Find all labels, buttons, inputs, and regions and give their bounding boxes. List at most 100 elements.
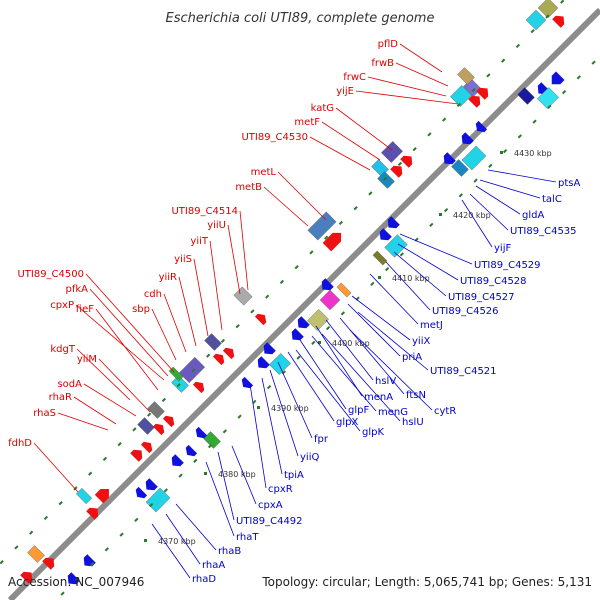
reverse-gene-label[interactable]: metJ [420, 320, 443, 331]
reverse-gene-arrow [475, 120, 488, 133]
reverse-gene-label[interactable]: glpF [348, 405, 369, 416]
leader-line [321, 333, 401, 422]
leader-line [165, 513, 201, 565]
forward-gene-label[interactable]: pflD [378, 39, 399, 50]
position-tick [250, 309, 255, 314]
forward-gene-label[interactable]: fieF [76, 304, 94, 315]
forward-gene-label[interactable]: UTI89_C4500 [17, 269, 84, 280]
forward-gene-label[interactable]: yiiT [190, 236, 208, 247]
leader-line [151, 308, 177, 361]
reverse-gene-label[interactable]: rhaD [192, 574, 216, 585]
position-tick [486, 73, 491, 78]
reverse-gene-label[interactable]: ptsA [558, 178, 580, 189]
reverse-gene-arrow [297, 316, 310, 329]
position-tick [427, 132, 432, 137]
reverse-gene-label[interactable]: cpxR [268, 484, 293, 495]
reverse-gene-arrow [67, 572, 80, 585]
reverse-gene-label[interactable]: UTI89_C4529 [474, 260, 541, 271]
forward-gene-arrow [130, 449, 143, 462]
position-tick [161, 397, 167, 403]
leader-line [73, 396, 117, 425]
forward-gene-label[interactable]: UTI89_C4514 [171, 206, 238, 217]
reverse-gene-label[interactable]: priA [402, 352, 422, 363]
forward-gene-label[interactable]: sbp [132, 304, 150, 315]
map-title: Escherichia coli UTI89, complete genome [166, 11, 435, 26]
reverse-gene-label[interactable]: UTI89_C4521 [430, 366, 497, 377]
reverse-gene-label[interactable]: gldA [522, 210, 544, 221]
position-tick [222, 429, 227, 434]
position-tick [502, 148, 508, 154]
forward-gene-label[interactable]: UTI89_C4530 [241, 132, 308, 143]
forward-gene-label[interactable]: rhaR [49, 392, 72, 403]
reverse-gene-label[interactable]: ftsN [406, 390, 426, 401]
position-tick [178, 473, 183, 478]
forward-gene-label[interactable]: katG [311, 103, 334, 114]
forward-gene-label[interactable]: rhaS [33, 408, 56, 419]
forward-gene-arrow [552, 15, 565, 28]
leader-line [98, 358, 151, 413]
gene-box [307, 211, 337, 241]
leader-line [479, 179, 541, 199]
forward-gene-label[interactable]: cdh [144, 289, 162, 300]
kbp-tick [500, 151, 503, 154]
reverse-gene-label[interactable]: UTI89_C4492 [236, 516, 303, 527]
reverse-gene-label[interactable]: yiiQ [300, 452, 319, 463]
position-tick [58, 501, 63, 506]
forward-gene-label[interactable]: yiiR [159, 272, 177, 283]
reverse-gene-label[interactable]: rhaB [218, 546, 241, 557]
reverse-gene-label[interactable]: yiiX [412, 336, 430, 347]
kbp-marker: 4370 kbp [158, 537, 196, 546]
reverse-gene-label[interactable]: tpiA [284, 470, 304, 481]
forward-gene-label[interactable]: yiiM [77, 354, 97, 365]
leader-line [217, 451, 235, 521]
leader-line [355, 90, 459, 105]
reverse-gene-label[interactable]: UTI89_C4527 [448, 292, 515, 303]
reverse-gene-label[interactable]: UTI89_C4526 [432, 306, 499, 317]
reverse-gene-label[interactable]: hslU [402, 417, 424, 428]
position-tick [220, 338, 226, 344]
kbp-marker: 4400 kbp [332, 339, 370, 348]
reverse-gene-label[interactable]: talC [542, 194, 562, 205]
forward-gene-label[interactable]: yiiS [174, 254, 192, 265]
forward-gene-label[interactable]: metF [294, 117, 320, 128]
reverse-gene-label[interactable]: fpr [314, 434, 329, 445]
reverse-gene-label[interactable]: rhaT [236, 532, 259, 543]
position-tick [117, 442, 122, 447]
position-tick [488, 163, 493, 168]
reverse-gene-label[interactable]: cpxA [258, 500, 283, 511]
leader-line [263, 186, 309, 227]
forward-gene-label[interactable]: kdgT [50, 344, 75, 355]
reverse-gene-label[interactable]: UTI89_C4528 [460, 276, 527, 287]
reverse-gene-label[interactable]: hslV [375, 376, 396, 387]
forward-gene-label[interactable]: metL [251, 167, 277, 178]
reverse-gene-label[interactable]: glpX [336, 417, 358, 428]
reverse-gene-label[interactable]: glpK [362, 427, 384, 438]
leader-line [351, 295, 411, 341]
reverse-gene-label[interactable]: rhaA [202, 560, 225, 571]
reverse-gene-label[interactable]: cytR [434, 406, 456, 417]
position-tick [340, 311, 345, 316]
reverse-gene-arrow [551, 71, 565, 85]
reverse-gene-arrow [185, 444, 198, 457]
reverse-gene-arrow [257, 356, 270, 369]
reverse-gene-arrow [145, 478, 158, 491]
leader-line [209, 240, 223, 331]
forward-gene-label[interactable]: metB [235, 182, 262, 193]
forward-gene-label[interactable]: yiiU [207, 220, 226, 231]
forward-gene-label[interactable]: frwB [371, 58, 394, 69]
position-tick [443, 207, 449, 213]
forward-gene-label[interactable]: cpxP [50, 300, 74, 311]
position-tick [397, 161, 403, 167]
reverse-gene-label[interactable]: UTI89_C4535 [510, 226, 577, 237]
forward-gene-label[interactable]: yijE [336, 86, 354, 97]
reverse-gene-label[interactable]: menG [378, 407, 408, 418]
forward-gene-label[interactable]: fdhD [8, 438, 32, 449]
forward-gene-label[interactable]: sodA [57, 379, 82, 390]
kbp-tick [204, 472, 207, 475]
reverse-gene-label[interactable]: yijF [494, 243, 511, 254]
gene-box [451, 159, 469, 177]
forward-gene-label[interactable]: frwC [343, 72, 366, 83]
gene-box [147, 401, 165, 419]
position-tick [193, 458, 198, 463]
forward-gene-label[interactable]: pfkA [66, 284, 89, 295]
